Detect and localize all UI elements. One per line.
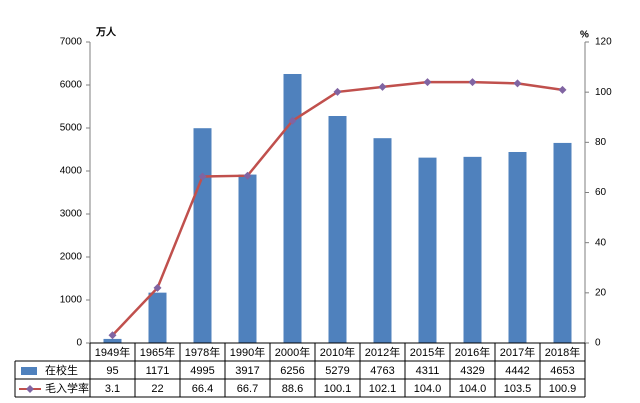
legend-label: 毛入学率 — [45, 381, 89, 395]
legend-marker — [26, 385, 34, 393]
marker — [558, 85, 567, 94]
y-tick-label: 7000 — [60, 37, 83, 48]
marker — [288, 116, 297, 125]
y2-tick-label: 20 — [595, 287, 607, 298]
x-tick-label: 2017年 — [500, 345, 535, 359]
y-tick-label: 5000 — [60, 123, 83, 134]
marker — [423, 78, 432, 87]
table-value: 102.1 — [369, 383, 397, 395]
x-tick-label: 1978年 — [185, 345, 220, 359]
table-value: 3.1 — [105, 383, 120, 395]
marker — [513, 79, 522, 88]
x-tick-label: 2012年 — [365, 345, 400, 359]
marker — [333, 87, 342, 96]
x-tick-label: 2000年 — [275, 345, 310, 359]
table-value: 88.6 — [282, 383, 303, 395]
marker — [243, 171, 252, 180]
y-tick-label: 3000 — [60, 209, 83, 220]
marker — [198, 172, 207, 181]
bar — [148, 292, 167, 343]
table-value: 5279 — [325, 365, 349, 377]
table-value: 4995 — [190, 365, 214, 377]
x-tick-label: 2010年 — [320, 345, 355, 359]
table-value: 4763 — [370, 365, 394, 377]
y-tick-label: 2000 — [60, 252, 83, 263]
y-axis-label: 万人 — [95, 26, 117, 39]
bar — [463, 156, 482, 343]
x-tick-label: 1949年 — [95, 345, 130, 359]
table-value: 104.0 — [414, 383, 442, 395]
y-tick-label: 4000 — [60, 166, 83, 177]
marker — [153, 283, 162, 292]
y2-axis-label: % — [580, 30, 589, 41]
table-value: 4653 — [550, 365, 574, 377]
bar — [553, 142, 572, 343]
x-tick-label: 2016年 — [455, 345, 490, 359]
table-value: 6256 — [280, 365, 304, 377]
y2-tick-label: 40 — [595, 237, 607, 248]
bar — [418, 157, 437, 343]
y-tick-label: 6000 — [60, 80, 83, 91]
x-tick-label: 2015年 — [410, 345, 445, 359]
bar — [193, 128, 212, 343]
bar — [328, 116, 347, 344]
table-value: 1171 — [146, 365, 170, 377]
x-tick-label: 1990年 — [230, 345, 265, 359]
table-value: 66.7 — [237, 383, 258, 395]
bar — [238, 174, 257, 343]
table-value: 100.9 — [549, 383, 577, 395]
bar — [373, 138, 392, 343]
bar — [283, 73, 302, 343]
legend-label: 在校生 — [45, 363, 78, 377]
table-value: 95 — [106, 365, 118, 377]
y2-tick-label: 120 — [595, 37, 612, 48]
y2-tick-label: 100 — [595, 87, 612, 98]
x-tick-label: 1965年 — [140, 345, 175, 359]
y2-tick-label: 60 — [595, 187, 607, 198]
legend-swatch — [21, 367, 37, 375]
table-value: 22 — [151, 383, 163, 395]
marker — [108, 331, 117, 340]
y2-tick-label: 80 — [595, 137, 607, 148]
marker — [468, 78, 477, 87]
table-value: 103.5 — [504, 383, 532, 395]
table-value: 66.4 — [192, 383, 213, 395]
table-value: 100.1 — [324, 383, 352, 395]
x-tick-label: 2018年 — [545, 345, 580, 359]
y-tick-label: 0 — [76, 338, 82, 349]
bar — [508, 151, 527, 343]
y2-tick-label: 0 — [595, 338, 601, 349]
y-tick-label: 1000 — [60, 295, 83, 306]
table-value: 4329 — [460, 365, 484, 377]
table-value: 4311 — [416, 365, 440, 377]
marker — [378, 82, 387, 91]
table-value: 3917 — [235, 365, 259, 377]
bar — [103, 338, 122, 343]
table-value: 4442 — [505, 365, 529, 377]
table-value: 104.0 — [459, 383, 487, 395]
